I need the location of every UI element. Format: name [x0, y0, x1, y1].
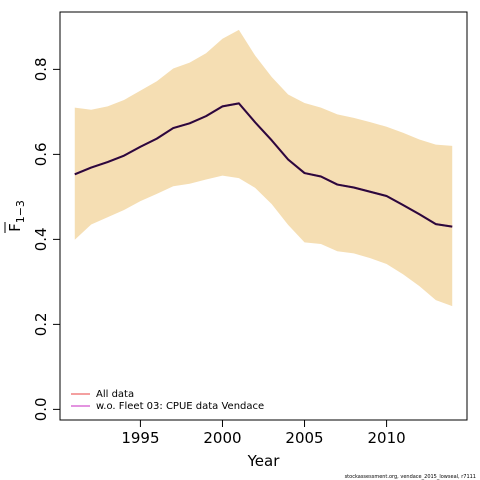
x-tick-label: 1995 [121, 429, 159, 447]
x-tick-label: 2000 [203, 429, 241, 447]
x-tick-label: 2010 [367, 429, 405, 447]
y-tick-label: 0.4 [32, 227, 50, 251]
legend-label: All data [96, 389, 134, 400]
y-axis-title-subscript: 1−3 [14, 200, 27, 223]
y-tick-label: 0.0 [32, 397, 50, 421]
x-axis: 1995 2000 2005 2010 [121, 419, 406, 447]
x-axis-title: Year [247, 452, 281, 470]
confidence-band [74, 29, 453, 307]
legend-label: w.o. Fleet 03: CPUE data Vendace [96, 401, 264, 412]
y-tick-label: 0.2 [32, 312, 50, 336]
x-tick-label: 2005 [285, 429, 323, 447]
y-axis-title-main: F [6, 223, 24, 232]
estimate-line [74, 102, 453, 228]
series-line-layer [74, 102, 453, 228]
svg-text:F1−3: F1−3 [6, 200, 27, 232]
y-tick-label: 0.6 [32, 142, 50, 166]
y-axis-title: F1−3 [4, 200, 27, 233]
footer-credit: stockassessment.org, vendace_2015_lowsea… [345, 474, 476, 480]
y-axis: 0.0 0.2 0.4 0.6 0.8 [32, 57, 61, 421]
confidence-band-layer [74, 29, 453, 307]
y-tick-label: 0.8 [32, 57, 50, 81]
